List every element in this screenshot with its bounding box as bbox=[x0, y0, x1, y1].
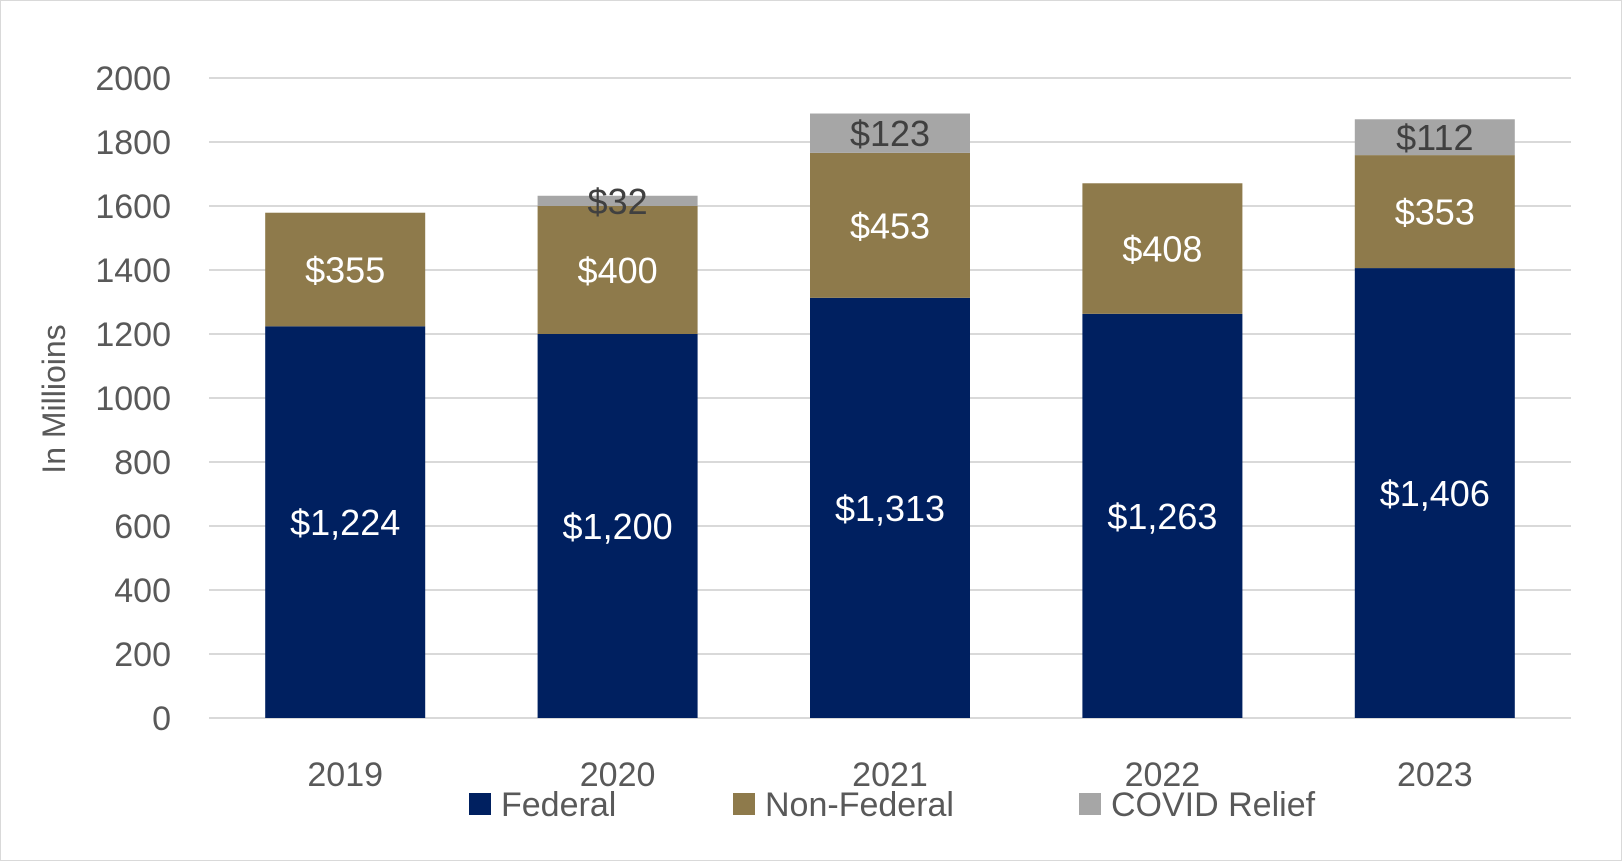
y-axis-title: In Millioins bbox=[36, 324, 72, 473]
data-label: $32 bbox=[588, 181, 648, 222]
data-labels: $1,224 $355 $1,200 $400 $32 $1,313 $453 $123 $1,… bbox=[290, 113, 1490, 547]
bar-segment bbox=[810, 152, 970, 298]
data-label: $1,224 bbox=[290, 502, 400, 543]
bar-segment bbox=[265, 326, 426, 718]
bar-segment bbox=[1354, 119, 1515, 156]
x-tick-label: 2019 bbox=[307, 756, 383, 794]
data-label: $453 bbox=[850, 205, 930, 246]
bar-segment bbox=[810, 113, 970, 153]
bar-segment bbox=[1082, 313, 1243, 718]
data-label: $1,200 bbox=[563, 506, 673, 547]
legend-item: COVID Relief bbox=[1079, 786, 1316, 824]
y-tick-label: 800 bbox=[114, 444, 171, 482]
legend-swatch bbox=[1079, 793, 1101, 815]
bar-segment bbox=[1354, 268, 1515, 718]
x-tick-label: 2021 bbox=[852, 756, 928, 794]
y-tick-label: 600 bbox=[114, 508, 171, 546]
y-tick-label: 0 bbox=[152, 700, 171, 738]
data-label: $1,406 bbox=[1380, 473, 1490, 514]
data-label: $408 bbox=[1122, 229, 1202, 270]
x-tick-label: 2020 bbox=[580, 756, 656, 794]
y-tick-label: 200 bbox=[114, 636, 171, 674]
y-tick-label: 1800 bbox=[95, 124, 171, 162]
bar-segment bbox=[1082, 183, 1243, 314]
data-label: $400 bbox=[578, 250, 658, 291]
legend-item: Federal bbox=[469, 786, 616, 824]
bar-segment bbox=[810, 297, 970, 718]
legend-swatch bbox=[469, 793, 491, 815]
x-axis-ticks: 2019 2020 2021 2022 2023 bbox=[307, 756, 1472, 794]
legend-swatch bbox=[733, 793, 755, 815]
legend-label: COVID Relief bbox=[1111, 786, 1316, 824]
legend-label: Non-Federal bbox=[765, 786, 954, 824]
bar-segment bbox=[265, 212, 426, 327]
data-label: $353 bbox=[1395, 192, 1475, 233]
y-tick-label: 1200 bbox=[95, 316, 171, 354]
y-tick-label: 2000 bbox=[95, 60, 171, 98]
data-label: $123 bbox=[850, 113, 930, 154]
y-axis-ticks: 0 200 400 600 800 1000 1200 1400 1600 1800 2000 bbox=[95, 60, 171, 738]
y-tick-label: 1000 bbox=[95, 380, 171, 418]
bars bbox=[265, 113, 1515, 718]
legend-item: Non-Federal bbox=[733, 786, 954, 824]
bar-segment bbox=[1354, 155, 1515, 269]
x-tick-label: 2023 bbox=[1397, 756, 1473, 794]
bar-segment bbox=[537, 334, 698, 718]
legend-label: Federal bbox=[501, 786, 616, 824]
bar-segment bbox=[537, 195, 698, 206]
y-tick-label: 1400 bbox=[95, 252, 171, 290]
legend: Federal Non-Federal COVID Relief bbox=[469, 786, 1316, 824]
y-tick-label: 1600 bbox=[95, 188, 171, 226]
y-tick-label: 400 bbox=[114, 572, 171, 610]
x-tick-label: 2022 bbox=[1125, 756, 1201, 794]
data-label: $1,263 bbox=[1107, 496, 1217, 537]
data-label: $1,313 bbox=[835, 488, 945, 529]
data-label: $112 bbox=[1396, 117, 1473, 158]
data-label: $355 bbox=[305, 250, 385, 291]
bar-segment bbox=[537, 206, 698, 334]
